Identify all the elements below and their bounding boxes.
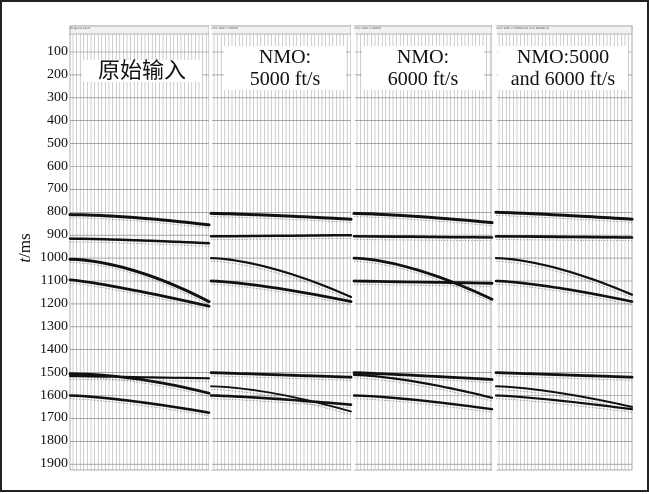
panel-header-3: nmo with v=6000 (354, 26, 381, 30)
y-tick-label: 800 (47, 204, 68, 220)
y-tick-label: 1900 (40, 456, 68, 472)
panel-header-1: Original input (70, 26, 91, 30)
panel-title-nmo-5000: NMO: 5000 ft/s (224, 46, 346, 90)
panel-header-2: nmo with v=5000 (211, 26, 238, 30)
panel-title-line: and 6000 ft/s (510, 68, 616, 90)
panel-separator (209, 26, 212, 470)
reflection-event (209, 279, 353, 304)
reflection-sidelobe (210, 216, 352, 223)
y-tick-label: 1400 (40, 341, 68, 357)
y-tick-label: 1300 (40, 318, 68, 334)
reflection-event (209, 257, 353, 299)
reflection-sidelobe (210, 260, 352, 301)
panel-title-line: 5000 ft/s (249, 68, 321, 90)
reflection-sidelobe (69, 378, 210, 382)
reflection-event (68, 278, 211, 308)
reflection-sidelobe (69, 376, 210, 397)
y-tick-label: 700 (47, 181, 68, 197)
reflection-event (494, 371, 634, 379)
reflection-event (352, 211, 494, 225)
reflection-event (352, 394, 494, 411)
reflection-event (352, 373, 494, 399)
reflection-event (209, 371, 353, 379)
reflection-sidelobe (353, 377, 493, 402)
reflection-sidelobe (210, 398, 352, 409)
reflection-event (68, 237, 211, 245)
reflection-event (352, 256, 494, 301)
panel-title-line: NMO: (396, 46, 450, 68)
reflection-event (352, 279, 494, 285)
reflection-sidelobe (210, 375, 352, 381)
reflection-sidelobe (353, 375, 493, 384)
reflection-sidelobe (69, 217, 210, 229)
panel-title-original-input: 原始输入 (82, 60, 202, 82)
reflection-sidelobe (495, 260, 633, 299)
reflection-event (494, 210, 634, 221)
y-tick-label: 1500 (40, 364, 68, 380)
reflection-sidelobe (495, 283, 633, 306)
y-tick-label: 200 (47, 66, 68, 82)
reflection-sidelobe (69, 282, 210, 310)
reflection-sidelobe (69, 241, 210, 247)
y-tick-label: 500 (47, 135, 68, 151)
y-tick-label: 1000 (40, 250, 68, 266)
y-tick-label: 900 (47, 227, 68, 243)
reflection-sidelobe (211, 237, 351, 240)
reflection-sidelobe (353, 283, 493, 287)
reflection-event (209, 211, 353, 221)
y-tick-label: 1800 (40, 433, 68, 449)
reflection-event (209, 233, 353, 238)
reflection-event (495, 385, 633, 408)
panel-frame (353, 25, 493, 471)
reflection-event (494, 257, 634, 296)
reflection-event (68, 394, 211, 415)
y-tick-label: 1200 (40, 295, 68, 311)
y-tick-label: 1100 (40, 273, 68, 288)
reflection-event (494, 394, 634, 411)
reflection-sidelobe (353, 398, 493, 413)
panel-title-nmo-5000-6000: NMO:5000 and 6000 ft/s (498, 46, 628, 90)
reflection-event (494, 235, 634, 239)
y-tick-label: 300 (47, 89, 68, 105)
reflection-event (210, 385, 352, 413)
panel-separator (492, 26, 497, 470)
reflection-sidelobe (69, 262, 210, 306)
y-tick-label: 1600 (40, 387, 68, 403)
reflection-event (352, 235, 494, 239)
reflection-event (68, 372, 211, 395)
panel-title-nmo-6000: NMO: 6000 ft/s (362, 46, 484, 90)
reflection-sidelobe (210, 389, 352, 416)
reflection-event (68, 213, 211, 227)
y-tick-label: 1700 (40, 410, 68, 426)
y-tick-label: 100 (47, 44, 68, 59)
panel-title-line: 6000 ft/s (387, 68, 459, 90)
reflection-sidelobe (353, 239, 493, 242)
y-tick-label: 600 (47, 158, 68, 174)
reflection-event (494, 279, 634, 303)
y-tick-label: 400 (47, 112, 68, 128)
panel-title-line: NMO: (258, 46, 312, 68)
reflection-sidelobe (353, 216, 493, 227)
panel-title-line: NMO:5000 (516, 46, 610, 68)
panel-header-4: nmo with v=5000m/s and 6000m/s (496, 26, 550, 30)
reflection-sidelobe (69, 398, 210, 417)
reflection-event (352, 371, 494, 381)
panel-title-line: 原始输入 (97, 58, 186, 83)
reflection-event (68, 374, 211, 380)
reflection-event (68, 257, 211, 304)
reflection-sidelobe (210, 283, 352, 306)
panel-separator (351, 26, 355, 470)
reflection-event (209, 394, 353, 407)
